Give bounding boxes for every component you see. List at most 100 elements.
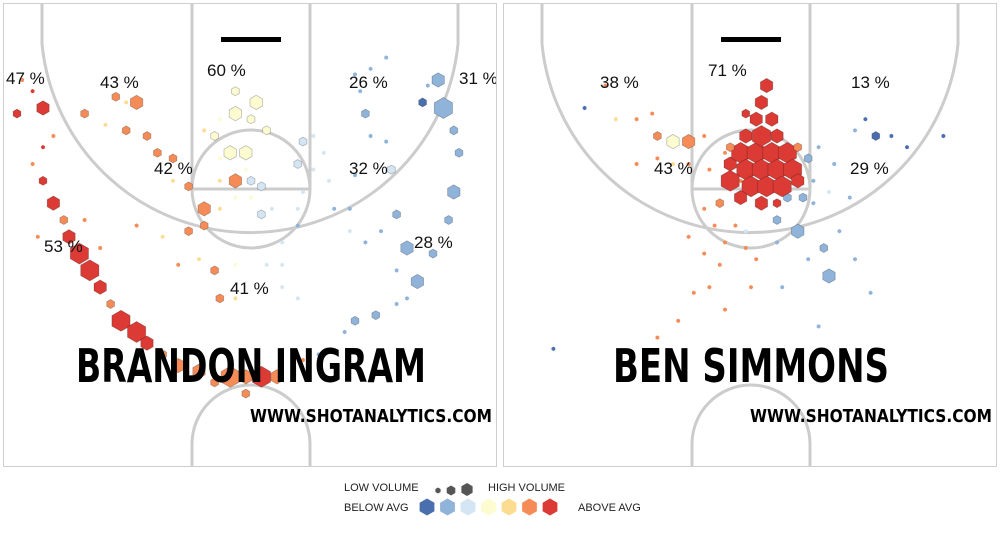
shot-hex <box>251 365 271 388</box>
shot-hex <box>431 72 445 88</box>
shot-hex <box>257 181 266 192</box>
shot-hex <box>295 296 300 301</box>
shot-hex <box>353 72 357 77</box>
shot-hex <box>127 321 147 343</box>
shot-hex <box>262 125 271 136</box>
shot-hex <box>197 257 201 262</box>
shot-hex <box>791 173 805 189</box>
shot-hex <box>290 369 295 374</box>
shot-hex <box>712 223 717 228</box>
shot-hex <box>298 136 308 147</box>
shot-hex <box>400 240 414 256</box>
shot-hex <box>780 285 785 290</box>
zone-labels-simmons: 38 % 71 % 13 % 43 % 29 % <box>600 61 890 178</box>
shot-hex <box>384 55 389 60</box>
shot-hex <box>743 229 748 234</box>
shot-hex <box>106 299 115 309</box>
shot-hex <box>111 91 121 102</box>
shot-hex <box>347 229 352 234</box>
shot-hex <box>30 161 35 167</box>
shot-hex <box>379 229 383 234</box>
shot-hex <box>270 369 284 385</box>
shot-hex <box>368 133 373 139</box>
shot-hex <box>433 97 453 119</box>
shot-hex <box>210 131 219 141</box>
legend-size-large-hex <box>461 483 473 496</box>
shot-hex <box>743 245 748 251</box>
shot-hex <box>62 229 76 245</box>
shot-hex <box>176 262 181 267</box>
shot-hex <box>702 206 707 211</box>
shot-hex <box>353 173 357 178</box>
shot-hex <box>816 324 821 329</box>
shot-hex <box>301 189 305 195</box>
shot-hex <box>671 161 675 167</box>
shot-hex <box>142 131 152 141</box>
shot-hex <box>772 215 782 225</box>
zone-pct-right-wing: 13 % <box>851 73 890 92</box>
legend: LOW VOLUME HIGH VOLUME BELOW AVG ABOVE A… <box>344 482 641 516</box>
shot-hex <box>239 369 253 385</box>
shot-hex <box>41 145 45 150</box>
shot-hex <box>715 198 725 209</box>
shot-hex <box>634 117 639 122</box>
player-name: BRANDON INGRAM <box>76 339 426 393</box>
shot-hex <box>702 133 707 139</box>
shot-hex <box>301 357 305 363</box>
shot-hex <box>217 206 222 211</box>
shot-hex <box>295 206 300 211</box>
shot-hex <box>798 192 808 203</box>
shot-hex <box>38 175 48 186</box>
zone-pct-left-mid: 43 % <box>654 159 693 178</box>
shot-hex <box>36 100 50 116</box>
shot-hex <box>217 117 222 122</box>
shot-hex <box>686 234 691 239</box>
shot-hex <box>217 178 222 183</box>
shot-hex <box>853 128 857 133</box>
shot-hex <box>819 243 829 253</box>
zone-pct-left-top: 53 % <box>44 237 83 256</box>
shot-hex <box>868 290 873 295</box>
shot-hex <box>410 273 425 290</box>
shot-hex <box>582 105 587 111</box>
shot-hex <box>361 108 370 119</box>
shot-hex <box>46 195 60 211</box>
zone-pct-right-mid: 32 % <box>349 159 388 178</box>
shot-hex <box>691 290 696 295</box>
legend-color-hex <box>460 498 476 516</box>
watermark-url: WWW.SHOTANALYTICS.COM <box>750 406 992 427</box>
shot-hex <box>223 145 237 161</box>
shot-hex <box>723 150 727 155</box>
shot-hex <box>749 111 763 127</box>
shot-hex <box>246 114 256 125</box>
shot-hex <box>153 147 162 158</box>
shot-hex <box>681 133 696 150</box>
shot-hex <box>231 86 240 97</box>
shot-hex <box>199 220 209 231</box>
zone-pct-left-wing: 43 % <box>100 73 139 92</box>
shot-hex <box>772 198 782 209</box>
shot-hex <box>368 66 373 71</box>
shot-hex <box>733 223 738 228</box>
shot-hex <box>243 167 248 172</box>
shot-hex <box>363 240 368 245</box>
shot-hex <box>233 296 238 301</box>
legend-high-volume: HIGH VOLUME <box>488 482 565 494</box>
shot-hex <box>655 156 660 161</box>
shot-hex <box>269 206 274 211</box>
shot-hex <box>686 161 691 167</box>
shot-hex <box>215 293 225 304</box>
legend-color-scale <box>419 498 558 516</box>
shot-hex <box>111 309 131 332</box>
shot-hex <box>82 217 87 223</box>
player-name: BEN SIMMONS <box>613 339 889 393</box>
shot-hex <box>249 94 263 111</box>
shot-hex <box>725 142 735 153</box>
shot-hex <box>93 279 107 295</box>
shot-hex <box>765 111 779 127</box>
shot-hex <box>371 310 381 321</box>
zone-labels-ingram: 47 % 43 % 60 % 26 % 31 % 42 % 32 % 53 % … <box>6 61 496 298</box>
shot-hex <box>394 268 399 273</box>
shot-hex <box>238 363 243 368</box>
shot-hex <box>723 307 727 312</box>
